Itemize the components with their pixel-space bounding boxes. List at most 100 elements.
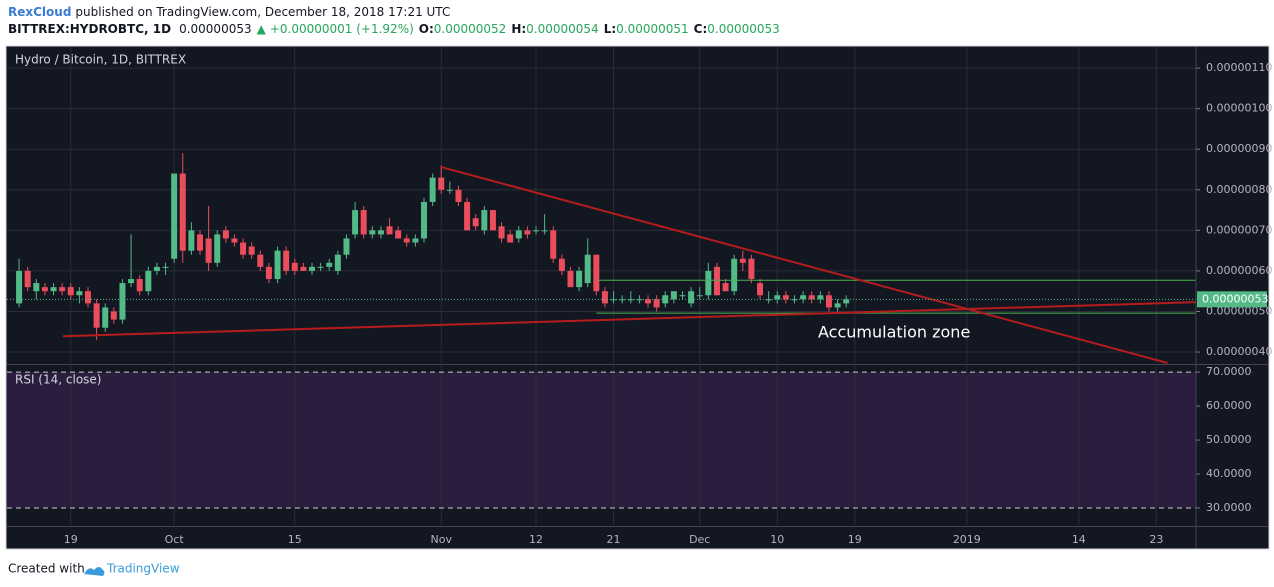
trend-line bbox=[440, 166, 1168, 364]
candle-body bbox=[567, 270, 574, 288]
candle-body bbox=[395, 230, 402, 239]
plot: 19 Oct 15 Nov 12 21 Dec 10 19 2019 14 23 0.00000040 0… bbox=[7, 47, 1272, 546]
candle-body bbox=[679, 295, 686, 297]
candle-body bbox=[576, 270, 583, 288]
y-tick-label: 0.00000040 bbox=[1206, 345, 1272, 358]
candle-body bbox=[24, 270, 31, 288]
candle-body bbox=[696, 295, 703, 297]
y-tick-label: 0.00000090 bbox=[1206, 142, 1272, 155]
candle-body bbox=[59, 287, 66, 292]
candle-body bbox=[489, 210, 496, 231]
pane-title: Hydro / Bitcoin, 1D, BITTREX bbox=[15, 53, 186, 67]
candle-body bbox=[541, 230, 548, 232]
candle-body bbox=[343, 238, 350, 255]
candle-body bbox=[412, 238, 419, 243]
candle-body bbox=[739, 258, 746, 263]
candle-body bbox=[705, 270, 712, 296]
candle-body bbox=[257, 254, 264, 267]
candle-body bbox=[774, 295, 781, 300]
last: 0.00000053 bbox=[179, 22, 252, 36]
footer-text: Created with bbox=[8, 562, 85, 576]
rsi-title: RSI (14, close) bbox=[15, 373, 101, 387]
open: 0.00000052 bbox=[434, 22, 507, 36]
candle-body bbox=[145, 270, 152, 292]
candle-body bbox=[214, 234, 221, 263]
candle-body bbox=[360, 210, 367, 235]
candle-body bbox=[403, 238, 410, 243]
high: 0.00000054 bbox=[526, 22, 599, 36]
candle-body bbox=[446, 189, 453, 191]
x-tick-label: 19 bbox=[64, 533, 78, 546]
footer-brand[interactable]: TradingView bbox=[106, 562, 180, 576]
author[interactable]: RexCloud bbox=[8, 5, 71, 19]
candle-body bbox=[636, 299, 643, 301]
candle-body bbox=[713, 266, 720, 296]
high-label: H: bbox=[511, 22, 526, 36]
candle-body bbox=[205, 238, 212, 263]
last-price-label: 0.00000053 bbox=[1202, 292, 1268, 305]
candle-body bbox=[533, 230, 540, 232]
candle-body bbox=[274, 250, 281, 280]
x-tick-label: 21 bbox=[607, 533, 621, 546]
candle-body bbox=[41, 287, 48, 292]
open-label: O: bbox=[419, 22, 434, 36]
candle-body bbox=[110, 311, 117, 320]
candle-body bbox=[196, 234, 203, 251]
candle-body bbox=[102, 307, 109, 328]
candle-body bbox=[498, 226, 505, 239]
candle-body bbox=[808, 295, 815, 300]
candle-body bbox=[653, 299, 660, 308]
y-tick-label: 50.0000 bbox=[1206, 433, 1252, 446]
candle-body bbox=[670, 291, 677, 300]
candle-body bbox=[481, 210, 488, 231]
candle-body bbox=[179, 173, 186, 251]
candle-body bbox=[507, 234, 514, 243]
candle-body bbox=[627, 299, 634, 301]
x-tick-label: Nov bbox=[431, 533, 453, 546]
candle-body bbox=[300, 266, 307, 271]
candle-body bbox=[317, 266, 324, 268]
candle-body bbox=[515, 230, 522, 239]
last-price-tag bbox=[1197, 291, 1267, 308]
candle-body bbox=[93, 303, 100, 328]
candle-body bbox=[369, 230, 376, 235]
candle-body bbox=[33, 283, 40, 292]
symbol: BITTREX:HYDROBTC, 1D bbox=[8, 22, 171, 36]
candle-body bbox=[688, 291, 695, 304]
published-line: RexCloud published on TradingView.com, De… bbox=[8, 5, 450, 19]
candle-body bbox=[584, 254, 591, 284]
trend-line bbox=[62, 301, 1197, 338]
candle-body bbox=[748, 258, 755, 280]
candle-body bbox=[464, 201, 471, 231]
candle-body bbox=[231, 238, 238, 243]
candle-body bbox=[352, 210, 359, 235]
candle-body bbox=[128, 279, 135, 284]
candle-body bbox=[731, 258, 738, 292]
candle-body bbox=[472, 218, 479, 227]
candle-body bbox=[757, 283, 764, 296]
x-tick-label: 10 bbox=[770, 533, 784, 546]
candle-body bbox=[76, 291, 83, 296]
candle-body bbox=[765, 299, 772, 301]
x-tick-label: 15 bbox=[288, 533, 302, 546]
published: published on TradingView.com, December 1… bbox=[75, 5, 450, 19]
candle-body bbox=[800, 295, 807, 300]
candle-body bbox=[248, 246, 255, 255]
candle-body bbox=[593, 254, 600, 292]
candle-body bbox=[791, 299, 798, 301]
candle-body bbox=[722, 283, 729, 292]
y-tick-label: 0.00000110 bbox=[1206, 61, 1272, 74]
close: 0.00000053 bbox=[707, 22, 780, 36]
low-label: L: bbox=[604, 22, 616, 36]
y-tick-label: 0.00000050 bbox=[1206, 304, 1272, 317]
candle-body bbox=[326, 262, 333, 267]
close-label: C: bbox=[694, 22, 708, 36]
candle-body bbox=[455, 189, 462, 202]
candle-body bbox=[421, 201, 428, 239]
rsi-band bbox=[7, 372, 1196, 509]
y-tick-label: 30.0000 bbox=[1206, 501, 1252, 514]
candle-body bbox=[283, 250, 290, 271]
y-tick-label: 0.00000080 bbox=[1206, 183, 1272, 196]
x-tick-label: 14 bbox=[1072, 533, 1086, 546]
